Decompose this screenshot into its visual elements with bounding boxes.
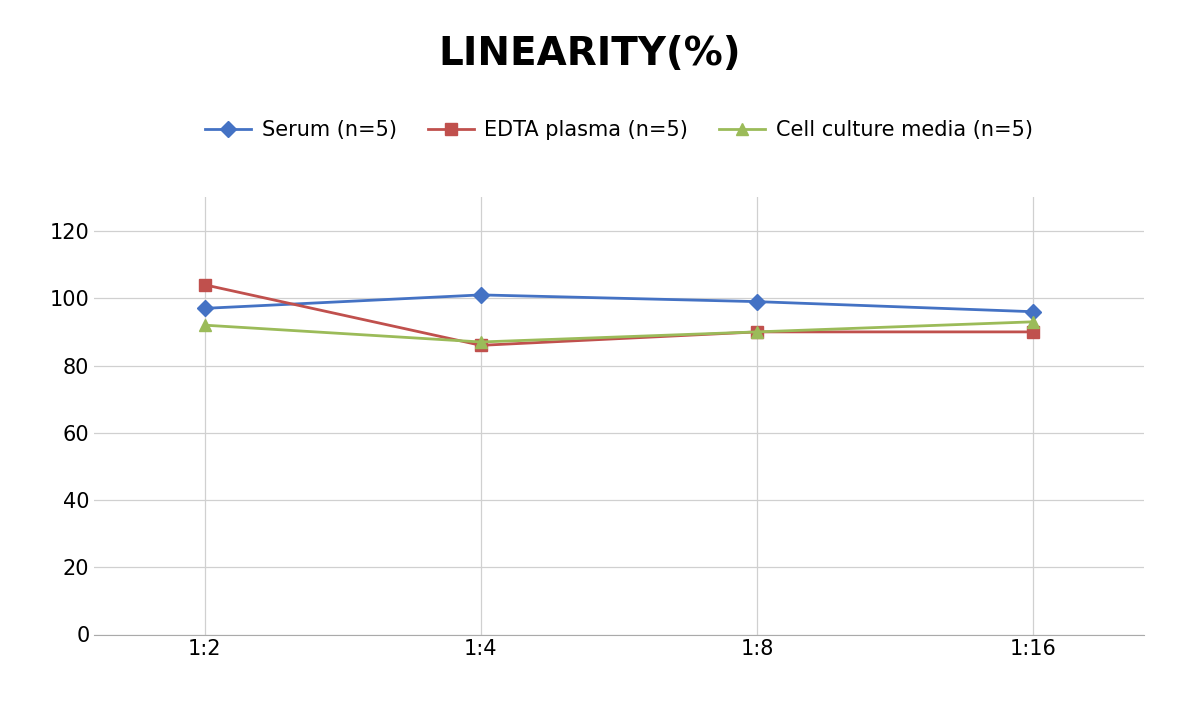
EDTA plasma (n=5)	[750, 328, 764, 336]
Cell culture media (n=5)	[198, 321, 212, 329]
Serum (n=5)	[474, 290, 488, 299]
Legend: Serum (n=5), EDTA plasma (n=5), Cell culture media (n=5): Serum (n=5), EDTA plasma (n=5), Cell cul…	[197, 111, 1041, 148]
Cell culture media (n=5)	[750, 328, 764, 336]
Line: Serum (n=5): Serum (n=5)	[199, 289, 1039, 317]
Serum (n=5)	[198, 304, 212, 312]
Serum (n=5)	[1026, 307, 1040, 316]
Cell culture media (n=5)	[1026, 317, 1040, 326]
Text: LINEARITY(%): LINEARITY(%)	[439, 35, 740, 73]
Line: Cell culture media (n=5): Cell culture media (n=5)	[199, 317, 1039, 348]
Cell culture media (n=5)	[474, 338, 488, 346]
EDTA plasma (n=5)	[474, 341, 488, 350]
EDTA plasma (n=5)	[198, 281, 212, 289]
Serum (n=5)	[750, 298, 764, 306]
Line: EDTA plasma (n=5): EDTA plasma (n=5)	[199, 279, 1039, 351]
EDTA plasma (n=5)	[1026, 328, 1040, 336]
